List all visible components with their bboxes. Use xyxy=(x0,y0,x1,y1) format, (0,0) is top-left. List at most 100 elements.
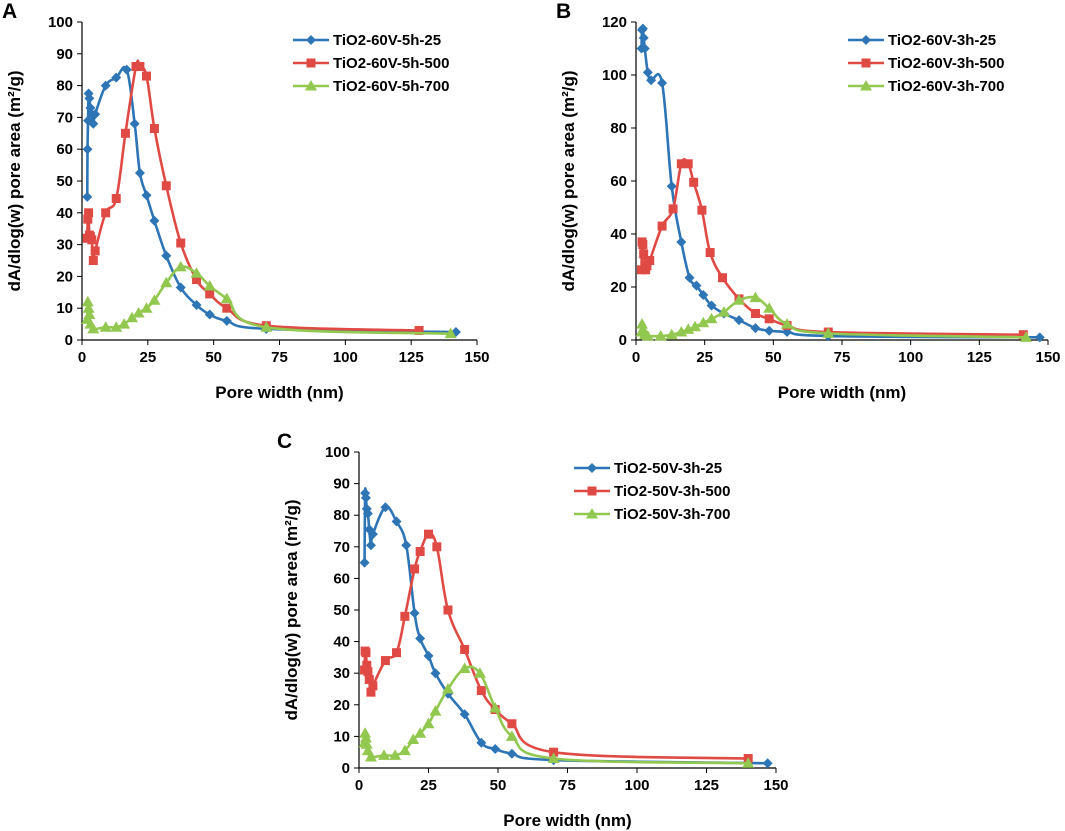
chart-b-legend-label: TiO2-60V-3h-25 xyxy=(888,32,996,49)
chart-b-data-point xyxy=(684,272,695,283)
chart-c-series-2 xyxy=(360,529,753,764)
chart-c-legend-marker xyxy=(586,508,598,519)
chart-a-data-point xyxy=(118,318,131,329)
chart-a-legend-marker xyxy=(305,80,317,91)
chart-a-data-point xyxy=(205,289,215,299)
chart-c-data-point xyxy=(490,744,501,755)
chart-b-data-point xyxy=(781,318,794,329)
chart-c-data-point xyxy=(398,744,411,756)
chart-a-series-2 xyxy=(82,59,424,335)
chart-a-data-point xyxy=(84,208,94,218)
chart-a-data-point xyxy=(149,124,159,134)
chart-c-data-point xyxy=(391,516,402,527)
chart-b-series-2 xyxy=(636,158,1028,340)
chart-b-y-tick-label: 20 xyxy=(610,279,627,296)
chart-c-data-point xyxy=(505,730,518,741)
chart-c: C 0 10 20 30 40 50 60 70 80 90 100 0 25 50 75 100 125 150 P… xyxy=(277,430,789,830)
chart-b-y-tick-label: 40 xyxy=(610,226,627,243)
chart-b-data-point xyxy=(642,261,652,271)
chart-c-data-point xyxy=(473,667,486,678)
chart-a-data-point xyxy=(190,267,203,278)
chart-a-legend-item: TiO2-60V-5h-500 xyxy=(293,55,449,72)
chart-a-data-point xyxy=(82,144,93,155)
chart-c-data-point xyxy=(429,705,442,716)
chart-a-data-point xyxy=(161,250,172,261)
chart-c-x-tick-label: 100 xyxy=(624,777,649,794)
chart-a-data-point xyxy=(221,315,232,326)
chart-a-panel-label: A xyxy=(2,0,17,23)
chart-a-x-tick-label: 50 xyxy=(205,349,222,366)
chart-c-y-tick-label: 80 xyxy=(333,507,350,524)
chart-b-x-tick-label: 150 xyxy=(1035,349,1060,366)
chart-a-data-point xyxy=(175,282,186,293)
chart-b-data-point xyxy=(642,67,653,78)
chart-c-data-point xyxy=(458,662,471,673)
chart-c-data-point xyxy=(422,717,435,729)
chart-c-data-point xyxy=(476,686,486,696)
chart-b-x-tick-label: 100 xyxy=(898,349,923,366)
chart-a-data-point xyxy=(85,102,96,113)
chart-c-y-tick-label: 20 xyxy=(333,697,350,714)
chart-a-data-point xyxy=(191,300,202,311)
chart-c-data-point xyxy=(362,660,372,670)
chart-b-data-point xyxy=(718,273,728,283)
chart-b-data-point xyxy=(682,323,695,334)
chart-a-legend-label: TiO2-60V-5h-500 xyxy=(333,55,449,72)
chart-a-x-tick-label: 75 xyxy=(271,349,288,366)
chart-b-data-point xyxy=(705,248,715,258)
chart-a-legend-marker xyxy=(306,58,316,68)
chart-b-data-point xyxy=(697,316,710,328)
chart-a-y-tick-label: 0 xyxy=(65,332,73,349)
chart-a-data-point xyxy=(220,292,233,304)
chart-b-data-point xyxy=(697,205,707,215)
chart-a-y-tick-label: 80 xyxy=(56,78,73,95)
chart-a-y-tick-label: 60 xyxy=(56,141,73,158)
chart-c-legend-label: TiO2-50V-3h-700 xyxy=(614,506,730,523)
chart-b-legend-marker xyxy=(860,80,872,91)
chart-c-legend-marker xyxy=(587,463,597,473)
chart-a-data-point xyxy=(176,238,186,248)
chart-a-data-point xyxy=(88,118,99,129)
chart-b-data-point xyxy=(705,312,718,324)
chart-b-x-tick-label: 0 xyxy=(632,349,640,366)
chart-a-data-point xyxy=(87,235,97,245)
chart-a-data-point xyxy=(260,321,273,332)
chart-c-y-axis-title: dA/dlog(w) pore area (m²/g) xyxy=(282,500,301,721)
chart-a-data-point xyxy=(161,181,171,191)
chart-a-data-point xyxy=(99,321,112,332)
chart-a-y-tick-label: 70 xyxy=(56,109,73,126)
chart-b-data-point xyxy=(689,320,702,332)
chart-c-data-point xyxy=(762,758,773,769)
chart-a-data-point xyxy=(192,275,202,285)
chart-a-data-point xyxy=(126,311,139,323)
chart-c-data-point xyxy=(359,727,372,738)
chart-b-data-point xyxy=(646,75,657,86)
chart-b-data-point xyxy=(666,181,677,192)
chart-c-data-point xyxy=(378,749,391,760)
chart-c-series-3 xyxy=(358,662,755,768)
chart-a-legend-label: TiO2-60V-5h-25 xyxy=(333,32,441,49)
chart-c-data-point xyxy=(401,540,412,551)
chart-a-series-1 xyxy=(82,64,461,338)
chart-a-data-point xyxy=(222,303,232,313)
chart-c-y-tick-label: 70 xyxy=(333,539,350,556)
chart-c-x-tick-label: 50 xyxy=(490,777,507,794)
chart-c-data-point xyxy=(430,668,441,679)
chart-b-data-point xyxy=(645,256,655,265)
chart-b-data-point xyxy=(676,236,687,247)
chart-b-y-axis-title: dA/dlog(w) pore area (m²/g) xyxy=(559,71,578,292)
chart-c-data-point xyxy=(365,540,376,551)
chart-c-data-point xyxy=(407,733,420,745)
chart-c-data-point xyxy=(389,749,402,760)
chart-a-data-point xyxy=(203,279,216,291)
chart-a-data-point xyxy=(111,72,122,83)
chart-a-data-point xyxy=(100,80,111,91)
chart-b-legend-item: TiO2-60V-3h-500 xyxy=(848,55,1004,72)
chart-b-data-point xyxy=(749,291,762,303)
chart-c-data-point xyxy=(742,757,755,768)
chart-a-data-point xyxy=(149,215,160,226)
chart-a-data-point xyxy=(81,295,94,307)
chart-c-legend-item: TiO2-50V-3h-500 xyxy=(574,483,730,500)
chart-a-y-tick-label: 20 xyxy=(56,268,73,285)
